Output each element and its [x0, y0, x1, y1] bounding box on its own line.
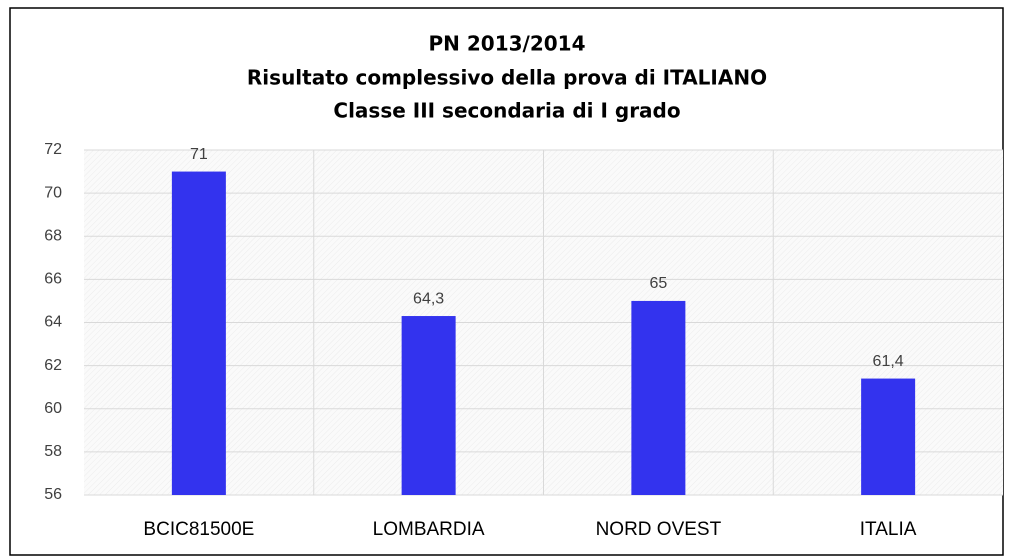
chart-title: Risultato complessivo della prova di ITA…	[247, 66, 767, 90]
y-tick-label: 70	[44, 184, 62, 201]
y-tick-label: 56	[44, 486, 62, 503]
y-tick-label: 62	[44, 357, 62, 374]
y-tick-label: 68	[44, 227, 62, 244]
chart-title: Classe III secondaria di I grado	[333, 99, 680, 123]
bar	[861, 378, 916, 495]
chart-title: PN 2013/2014	[429, 32, 586, 56]
y-tick-label: 58	[44, 443, 62, 460]
value-label: 61,4	[873, 353, 904, 370]
x-tick-label: BCIC81500E	[143, 519, 254, 540]
value-label: 71	[190, 146, 208, 163]
x-tick-label: LOMBARDIA	[373, 519, 485, 540]
bar	[171, 171, 226, 495]
y-tick-label: 60	[44, 400, 62, 417]
y-tick-label: 66	[44, 271, 62, 288]
y-tick-label: 64	[44, 314, 62, 331]
x-tick-label: NORD OVEST	[596, 519, 722, 540]
x-tick-label: ITALIA	[860, 519, 917, 540]
value-label: 65	[649, 275, 667, 292]
value-label: 64,3	[413, 290, 444, 307]
bar	[631, 300, 686, 495]
bar	[401, 316, 456, 495]
y-tick-label: 72	[44, 141, 62, 158]
